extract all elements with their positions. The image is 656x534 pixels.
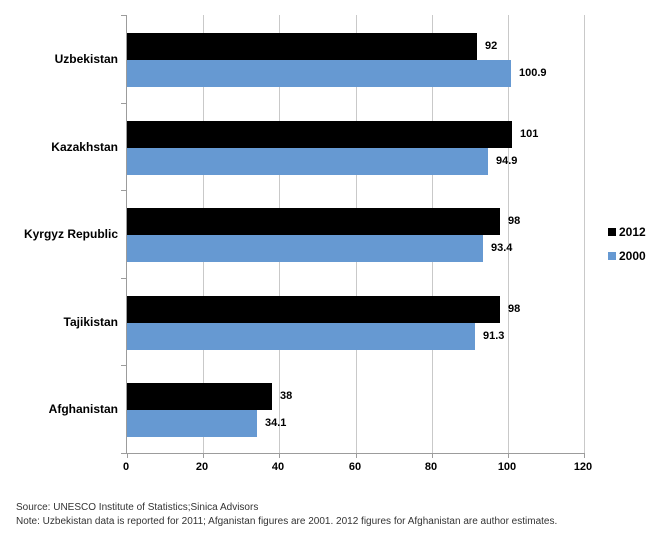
x-tick-label-20: 20	[195, 461, 209, 473]
footnote: Note: Uzbekistan data is reported for 20…	[16, 515, 558, 527]
bar-2000-tajikistan	[127, 323, 475, 350]
legend-label-2012: 2012	[619, 225, 646, 239]
value-label-2012-kyrgyz-republic: 98	[508, 215, 521, 227]
x-tick-label-40: 40	[271, 461, 285, 473]
category-tick-mark	[121, 103, 126, 104]
x-tick-mark-100	[508, 453, 509, 458]
category-label-uzbekistan: Uzbekistan	[54, 52, 118, 66]
legend: 2012 2000	[608, 220, 646, 268]
source-note: Source: UNESCO Institute of Statistics;S…	[16, 502, 259, 513]
value-label-2012-afghanistan: 38	[280, 390, 293, 402]
x-tick-label-60: 60	[348, 461, 362, 473]
x-tick-mark-0	[127, 453, 128, 458]
value-label-2012-kazakhstan: 101	[520, 128, 539, 140]
x-tick-mark-60	[356, 453, 357, 458]
x-tick-label-0: 0	[122, 461, 130, 473]
category-tick-mark	[121, 15, 126, 16]
bar-2012-kazakhstan	[127, 121, 512, 148]
value-label-2000-afghanistan: 34.1	[265, 417, 287, 429]
category-label-kyrgyz-republic: Kyrgyz Republic	[23, 227, 118, 241]
x-tick-label-80: 80	[424, 461, 438, 473]
bar-2012-kyrgyz-republic	[127, 208, 500, 235]
category-label-afghanistan: Afghanistan	[48, 402, 118, 416]
category-label-kazakhstan: Kazakhstan	[51, 140, 118, 154]
footer-notes: Source: UNESCO Institute of Statistics;S…	[16, 501, 557, 528]
legend-item-2000: 2000	[608, 244, 646, 268]
value-label-2000-tajikistan: 91.3	[483, 330, 505, 342]
category-label-tajikistan: Tajikistan	[63, 315, 118, 329]
legend-item-2012: 2012	[608, 220, 646, 244]
legend-label-2000: 2000	[619, 249, 646, 263]
gridline-100	[508, 15, 509, 453]
x-tick-mark-120	[584, 453, 585, 458]
bar-2012-afghanistan	[127, 383, 272, 410]
value-label-2012-uzbekistan: 92	[485, 40, 498, 52]
bar-2000-kyrgyz-republic	[127, 235, 483, 262]
value-label-2000-kyrgyz-republic: 93.4	[491, 242, 513, 254]
category-tick-mark	[121, 190, 126, 191]
x-tick-mark-20	[203, 453, 204, 458]
bar-2012-tajikistan	[127, 296, 500, 323]
bar-2000-afghanistan	[127, 410, 257, 437]
x-tick-label-100: 100	[497, 461, 517, 473]
legend-swatch-2000	[608, 252, 616, 260]
plot-area: 92 100.9 101 94.9 98 93.4 98 91.3 38 34.1	[121, 15, 585, 458]
gridline-120	[584, 15, 585, 453]
bar-2012-uzbekistan	[127, 33, 477, 60]
category-tick-mark	[121, 453, 126, 454]
value-label-2012-tajikistan: 98	[508, 303, 521, 315]
x-tick-label-120: 120	[573, 461, 593, 473]
value-label-2000-kazakhstan: 94.9	[496, 155, 518, 167]
category-tick-mark	[121, 365, 126, 366]
category-tick-mark	[121, 278, 126, 279]
bar-2000-uzbekistan	[127, 60, 511, 87]
bar-2000-kazakhstan	[127, 148, 488, 175]
value-label-2000-uzbekistan: 100.9	[519, 67, 547, 79]
x-tick-mark-80	[432, 453, 433, 458]
legend-swatch-2012	[608, 228, 616, 236]
x-tick-mark-40	[279, 453, 280, 458]
